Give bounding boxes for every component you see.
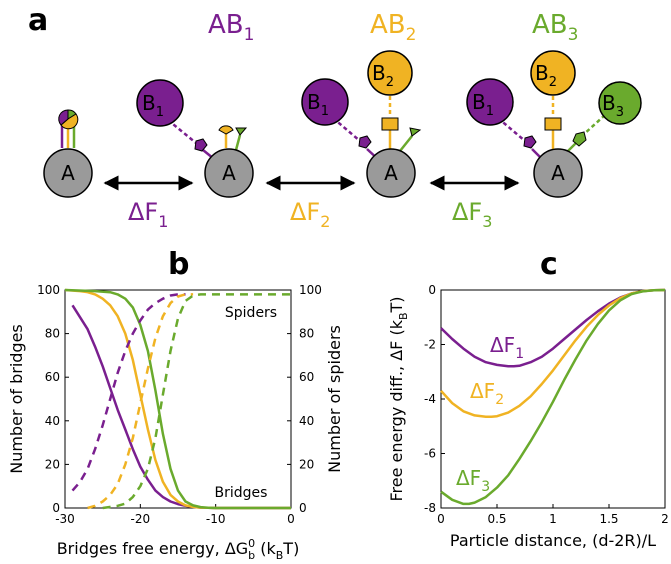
receptor-b3-circle xyxy=(598,81,642,125)
receptor-b1-label: B1 xyxy=(472,90,494,119)
particle-a-label: A xyxy=(551,161,565,185)
receptor-b1-circle xyxy=(136,79,184,127)
panel-b-series-spiders-4 xyxy=(87,293,194,510)
bound-ligand-icon xyxy=(194,138,208,152)
panel-b-ytick-right-label: 100 xyxy=(299,283,322,297)
receptor-b2-label: B2 xyxy=(535,61,557,90)
curve-label-df2: ΔF2 xyxy=(470,379,504,408)
panel-c-ytick-label: -4 xyxy=(424,392,436,406)
panel-b-ytick-label: 80 xyxy=(45,327,60,341)
particle-a-circle xyxy=(533,148,583,198)
bound-ligand-icon xyxy=(572,131,587,147)
ligand-cluster-icon xyxy=(58,109,79,130)
panel-c-letter: c xyxy=(540,247,558,282)
panel-b-ytick-right-label: 80 xyxy=(299,327,314,341)
panel-b-xlabel: Bridges free energy, ΔGb0 (kBT) xyxy=(57,537,300,562)
receptor-b2-circle xyxy=(530,50,576,96)
panel-a-letter: a xyxy=(28,3,48,38)
state-ab3: B1 B2 B3 A xyxy=(466,50,642,198)
bound-ligand-icon xyxy=(358,135,372,149)
state-title-ab1: AB1 xyxy=(208,10,254,45)
free-ligand-icon-green xyxy=(235,127,248,136)
panel-b-xtick-label: 0 xyxy=(287,512,295,526)
panel-c-plot-area xyxy=(440,288,666,506)
panel-b-ytick-label: 0 xyxy=(52,501,60,515)
panel-c-xtick-label: 1.5 xyxy=(599,512,618,526)
free-ligand-icon-orange xyxy=(218,125,234,135)
panel-a: a AB1 AB2 AB3 A ΔF1 ΔF2 ΔF3 xyxy=(28,3,642,231)
spiders-annotation: Spiders xyxy=(225,305,277,321)
panel-b-xtick-label: -10 xyxy=(206,512,226,526)
panel-c-ylabel: Free energy diff., ΔF (kBT) xyxy=(387,296,410,501)
bound-ligand-icon xyxy=(381,117,399,131)
panel-b-ytick-right-label: 60 xyxy=(299,370,314,384)
panel-b-xtick-label: -30 xyxy=(55,512,75,526)
panel-b-ytick-label: 100 xyxy=(37,283,60,297)
state-title-ab3: AB3 xyxy=(532,10,578,45)
panel-b-ytick-label: 20 xyxy=(45,457,60,471)
delta-f3-label: ΔF3 xyxy=(452,198,492,231)
state-title-ab2: AB2 xyxy=(370,10,416,45)
bound-ligand-icon xyxy=(523,135,537,149)
panel-b-series-bridges-2 xyxy=(64,288,291,510)
panel-c-xtick-label: 2 xyxy=(661,512,669,526)
panel-c-series-line-2 xyxy=(440,288,666,506)
receptor-b1-circle xyxy=(301,78,349,126)
panel-c: c 0 0.5 1 1.5 2 -8 -6 -4 -2 0 ΔF1 ΔF2 ΔF3 Free en… xyxy=(387,247,669,550)
delta-f1-label: ΔF1 xyxy=(128,198,168,231)
panel-c-series-line-0 xyxy=(440,288,666,368)
receptor-b1-circle xyxy=(466,78,514,126)
panel-c-xlabel: Particle distance, (d-2R)/L xyxy=(450,531,656,550)
panel-b-series-bridges-0 xyxy=(71,304,291,510)
bound-ligand-icon xyxy=(544,117,562,131)
panel-c-ticks: 0 0.5 1 1.5 2 -8 -6 -4 -2 0 xyxy=(424,283,669,526)
receptor-b2-label: B2 xyxy=(372,61,394,90)
receptor-b1-label: B1 xyxy=(307,90,329,119)
curve-label-df3: ΔF3 xyxy=(456,466,490,495)
panel-b-plot-area xyxy=(64,288,291,510)
panel-b-frame xyxy=(64,289,292,509)
particle-a-circle xyxy=(366,148,416,198)
particle-a-label: A xyxy=(222,161,236,185)
panel-c-xtick-label: 0 xyxy=(437,512,445,526)
curve-label-df1: ΔF1 xyxy=(490,333,524,362)
panel-b-ytick-label: 40 xyxy=(45,414,60,428)
panel-c-xtick-label: 0.5 xyxy=(487,512,506,526)
panel-b-ytick-right-label: 20 xyxy=(299,457,314,471)
panel-c-xtick-label: 1 xyxy=(549,512,557,526)
panel-b-series-spiders-3 xyxy=(71,293,186,492)
panel-b-ytick-right-label: 0 xyxy=(299,501,307,515)
particle-a-label: A xyxy=(61,161,75,185)
panel-c-ytick-label: 0 xyxy=(428,283,436,297)
state-free-particle: A xyxy=(43,109,93,198)
receptor-b1-label: B1 xyxy=(142,91,164,120)
receptor-b3-label: B3 xyxy=(602,91,624,120)
particle-a-label: A xyxy=(384,161,398,185)
panel-b-ytick-right-label: 40 xyxy=(299,414,314,428)
panel-b-ytick-label: 60 xyxy=(45,370,60,384)
panel-b-ylabel-left: Number of bridges xyxy=(7,324,26,474)
panel-b-letter: b xyxy=(168,247,189,282)
panel-c-ytick-label: -8 xyxy=(424,501,436,515)
state-ab1: B1 A xyxy=(136,79,254,198)
bridges-annotation: Bridges xyxy=(215,485,268,501)
panel-c-ytick-label: -6 xyxy=(424,447,436,461)
panel-b-ylabel-right: Number of spiders xyxy=(325,325,344,473)
free-ligand-icon-green xyxy=(409,127,422,137)
delta-f2-label: ΔF2 xyxy=(290,198,330,231)
panel-b-series-spiders-5 xyxy=(102,293,291,510)
particle-a-circle xyxy=(43,148,93,198)
panel-b-xtick-label: -20 xyxy=(131,512,151,526)
panel-c-ytick-label: -2 xyxy=(424,338,436,352)
particle-a-circle xyxy=(204,148,254,198)
receptor-b2-circle xyxy=(367,50,413,96)
state-ab2: B1 B2 A xyxy=(301,50,422,198)
